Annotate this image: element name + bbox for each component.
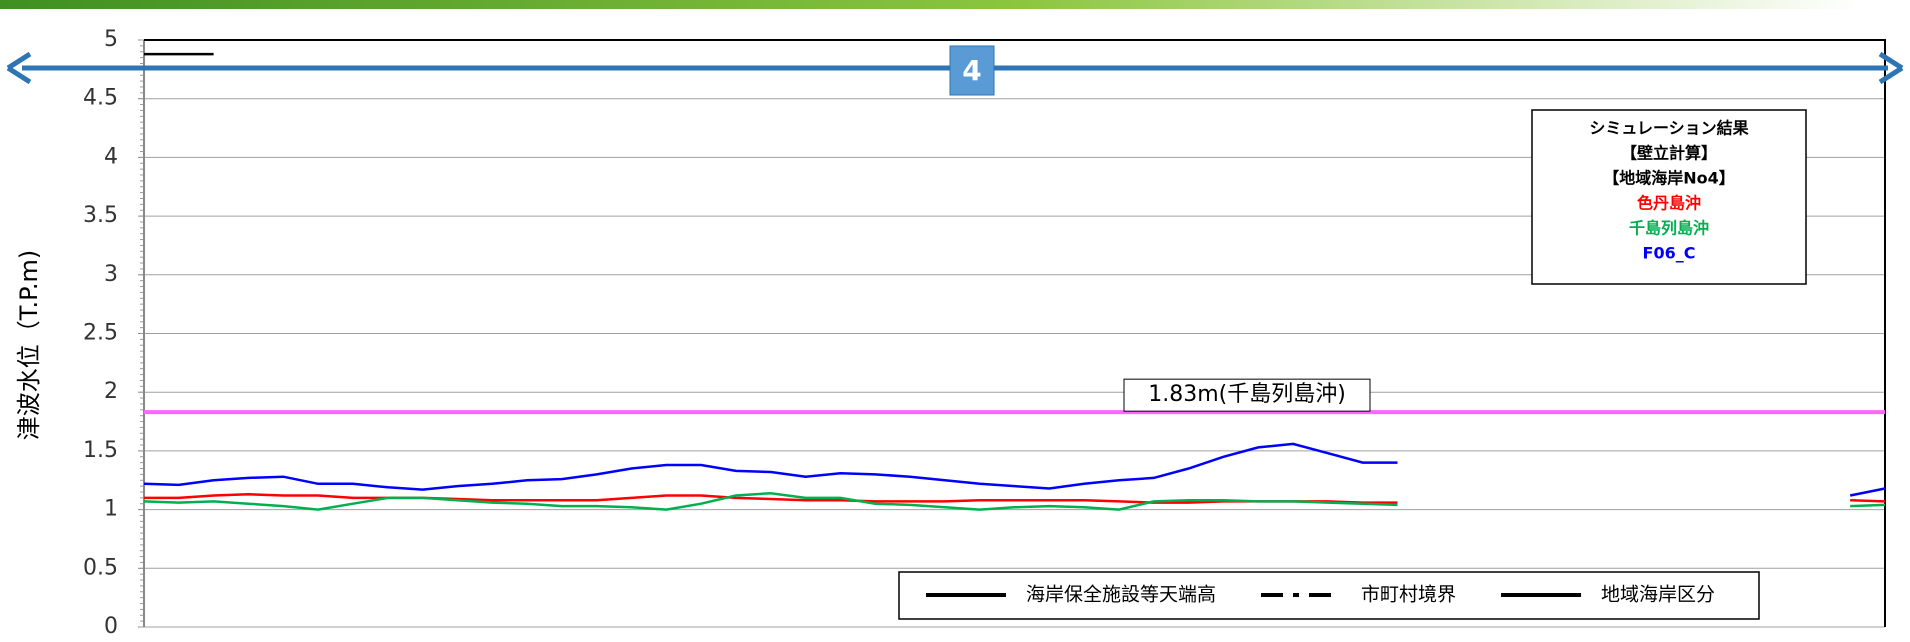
series-line — [143, 442, 1886, 497]
y-axis-label: 津波水位（T.P.m) — [15, 250, 43, 441]
y-tick-label: 0.5 — [83, 555, 118, 580]
series-line — [143, 491, 1886, 511]
legend-entry: F06_C — [1643, 244, 1696, 263]
arrow-head — [6, 51, 32, 85]
y-tick-label: 2 — [104, 379, 118, 404]
legend-entry: 色丹島沖 — [1637, 194, 1701, 213]
series-line — [144, 493, 1886, 504]
legend-entry: 地域海岸区分 — [1601, 584, 1715, 606]
reference-label-box — [1123, 378, 1371, 412]
legend-title: 【壁立計算】 — [1621, 144, 1717, 163]
y-tick-label: 5 — [104, 27, 118, 52]
y-tick-label: 3.5 — [83, 203, 118, 228]
legend-entry: 市町村境界 — [1361, 584, 1456, 606]
y-tick-label: 0 — [104, 614, 118, 639]
reference-label: 1.83m(千島列島沖) — [1148, 382, 1346, 407]
region-label: 4 — [962, 54, 981, 87]
legend-title: 【地域海岸No4】 — [1603, 169, 1735, 188]
legend-entry: 千島列島沖 — [1629, 219, 1709, 238]
plot-frame — [144, 39, 1886, 627]
y-tick-label: 3 — [104, 262, 118, 287]
legend-box — [1531, 109, 1807, 285]
y-tick-label: 1.5 — [83, 438, 118, 463]
legend-title: シミュレーション結果 — [1589, 119, 1748, 138]
header-bar — [0, 0, 1860, 9]
y-tick-label: 4.5 — [83, 86, 118, 111]
y-tick-label: 2.5 — [83, 321, 118, 346]
legend-entry: 海岸保全施設等天端高 — [1026, 584, 1216, 606]
y-tick-label: 4 — [104, 144, 118, 169]
region-label-box — [949, 45, 995, 96]
y-tick-label: 1 — [104, 497, 118, 522]
arrow-head — [1878, 51, 1904, 85]
